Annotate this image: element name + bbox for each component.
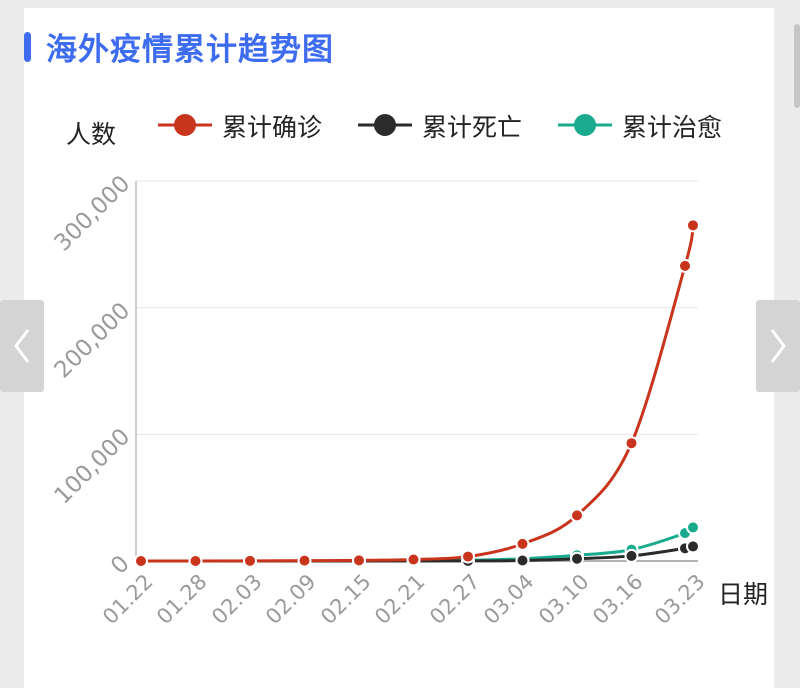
legend-swatch — [558, 114, 612, 136]
data-point[interactable] — [515, 536, 530, 551]
data-point[interactable] — [352, 553, 366, 568]
y-axis-title: 人数 — [66, 120, 117, 149]
data-point[interactable] — [686, 520, 700, 535]
x-axis-title: 日期 — [718, 580, 769, 609]
chart-card — [24, 8, 774, 688]
data-point[interactable] — [624, 548, 639, 563]
data-point[interactable] — [515, 553, 530, 568]
legend-label: 累计死亡 — [422, 113, 523, 142]
prev-chart-button[interactable] — [0, 300, 44, 392]
title-accent-bar — [24, 32, 31, 62]
data-point[interactable] — [678, 258, 692, 273]
legend-swatch — [158, 114, 212, 136]
scrollbar[interactable] — [794, 24, 800, 108]
legend-label: 累计确诊 — [222, 113, 323, 142]
series-line — [140, 225, 695, 563]
data-point[interactable] — [188, 553, 203, 568]
chevron-right-icon — [770, 329, 786, 363]
data-point[interactable] — [686, 539, 700, 554]
page-title: 海外疫情累计趋势图 — [46, 32, 334, 68]
chevron-left-icon — [14, 329, 30, 363]
next-chart-button[interactable] — [756, 300, 800, 392]
data-point[interactable] — [297, 553, 312, 568]
data-point[interactable] — [243, 553, 257, 568]
data-point[interactable] — [406, 552, 421, 567]
legend-swatch — [358, 114, 412, 136]
data-point[interactable] — [624, 436, 639, 451]
data-point[interactable] — [686, 218, 700, 233]
data-point[interactable] — [134, 554, 148, 568]
data-point[interactable] — [570, 508, 584, 523]
data-point[interactable] — [461, 549, 475, 564]
legend-label: 累计治愈 — [622, 113, 723, 142]
data-point[interactable] — [570, 551, 584, 566]
